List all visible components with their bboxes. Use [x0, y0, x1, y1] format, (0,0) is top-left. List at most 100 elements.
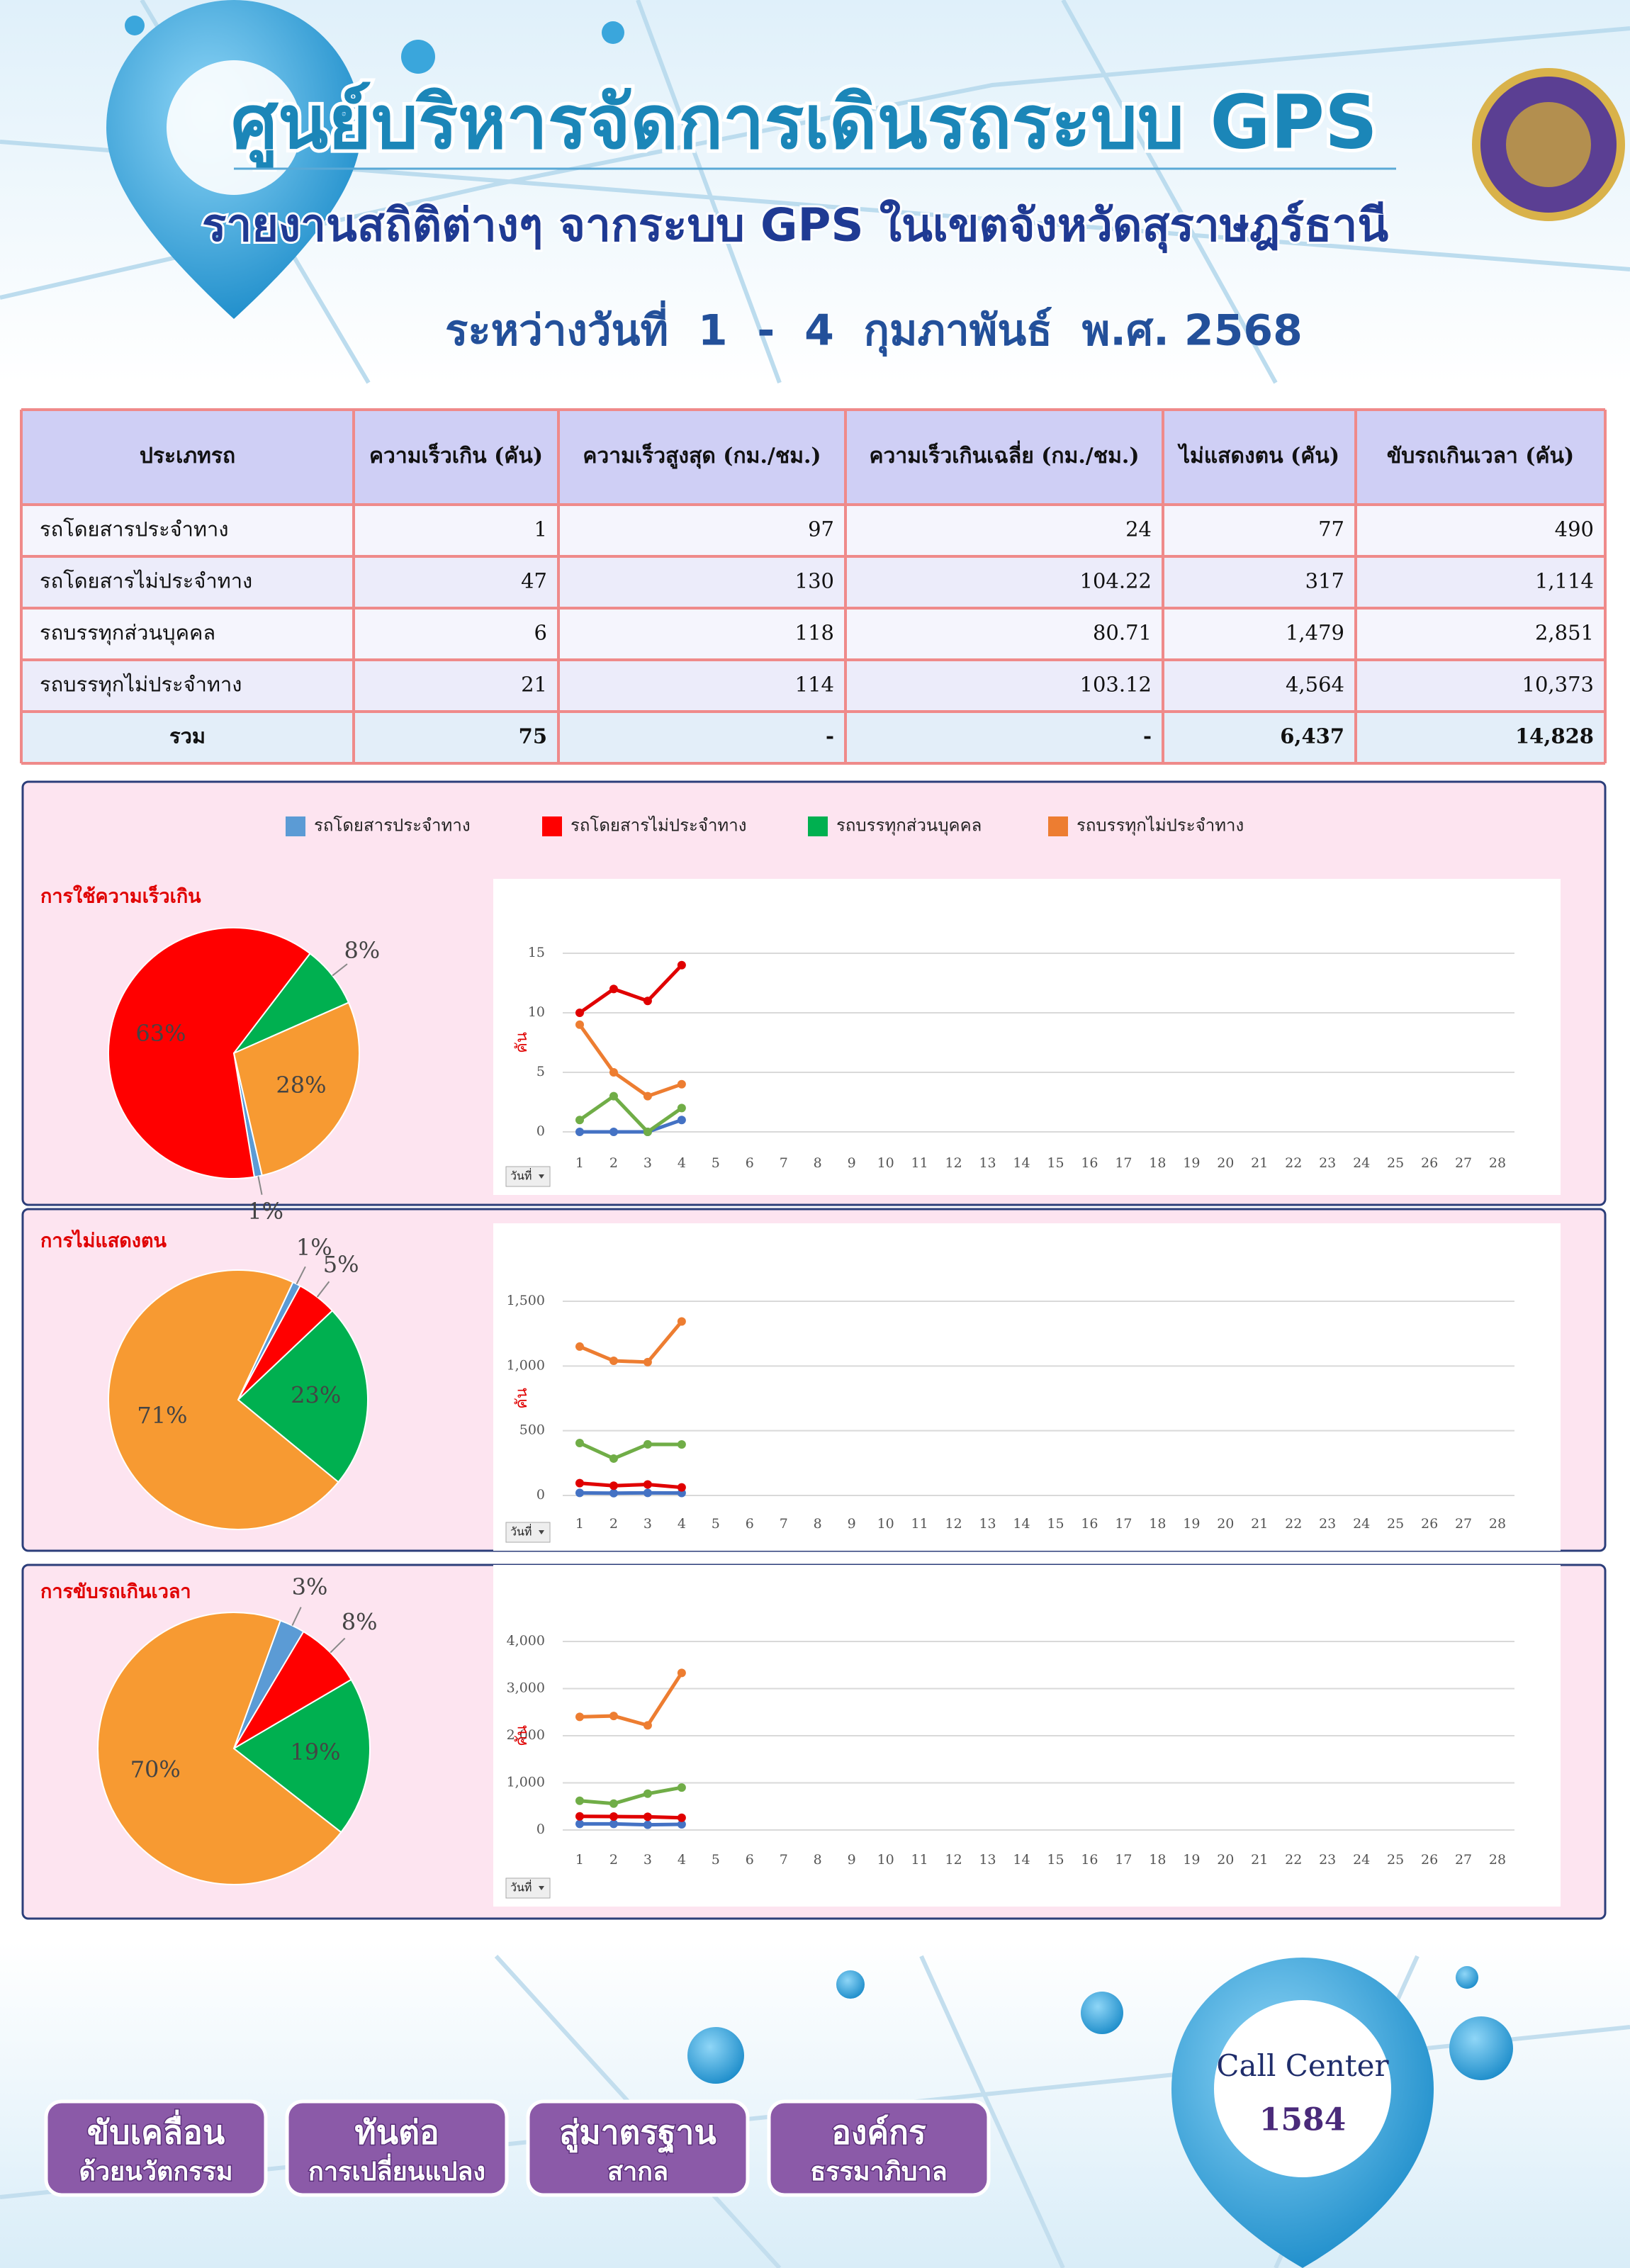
pie-leader	[316, 1281, 330, 1298]
series-point	[643, 1091, 652, 1101]
series-point	[643, 1480, 652, 1489]
series-line	[578, 964, 683, 1015]
footer-button-line2: ธรรมาภิบาล	[810, 2157, 947, 2186]
series-point	[643, 1128, 652, 1136]
series-point	[609, 1454, 618, 1463]
x-tick-label: 1	[575, 1155, 584, 1171]
pie-title: การขับรถเกินเวลา	[40, 1581, 191, 1603]
table-cell: รถบรรทุกไม่ประจำทาง	[40, 673, 242, 697]
series-line	[579, 1118, 682, 1134]
y-axis-label: คัน	[513, 1032, 531, 1053]
pie-slice	[97, 1612, 342, 1885]
x-tick-label: 18	[1149, 1852, 1166, 1868]
x-filter-arrow	[539, 1886, 544, 1890]
x-tick-label: 12	[945, 1155, 962, 1171]
series-point	[609, 984, 618, 994]
x-tick-label: 23	[1319, 1155, 1336, 1171]
x-tick-label: 27	[1455, 1155, 1472, 1171]
pie-slice	[233, 952, 350, 1054]
table-cell: 10,373	[1522, 673, 1594, 697]
pie-label: 28%	[276, 1072, 326, 1099]
x-tick-label: 17	[1115, 1852, 1132, 1868]
table-row-background	[21, 608, 1605, 660]
table-total-background	[21, 712, 1605, 763]
table-cell: 118	[795, 621, 834, 645]
date-range: ระหว่างวันที่ 1 - 4 กุมภาพันธ์ พ.ศ. 2568	[445, 301, 1303, 357]
legend-label: รถโดยสารประจำทาง	[314, 816, 471, 836]
pie-label: 23%	[291, 1382, 341, 1409]
series-point	[609, 1488, 618, 1498]
pie-label: 5%	[323, 1251, 359, 1278]
x-tick-label: 19	[1183, 1516, 1200, 1532]
series-point	[609, 1799, 618, 1808]
x-tick-label: 10	[877, 1852, 894, 1868]
table-cell: 1	[534, 517, 547, 541]
call-center-pin	[1171, 1958, 1434, 2268]
x-tick-label: 9	[848, 1155, 856, 1171]
series-point	[609, 1091, 618, 1101]
pie-label: 1%	[296, 1234, 332, 1261]
pie-leader	[296, 1266, 306, 1285]
x-tick-label: 5	[712, 1155, 720, 1171]
x-tick-label: 13	[979, 1155, 996, 1171]
x-tick-label: 23	[1319, 1852, 1336, 1868]
x-tick-label: 11	[911, 1516, 928, 1532]
series-point	[609, 1481, 618, 1491]
x-tick-label: 13	[979, 1516, 996, 1532]
series-point	[643, 1439, 652, 1449]
series-point	[677, 960, 686, 970]
footer-button-line2: ด้วยนวัตกรรม	[79, 2157, 232, 2186]
series-point	[677, 1813, 686, 1822]
legend-swatch	[1048, 816, 1068, 836]
x-filter-arrow	[539, 1530, 544, 1534]
table-header-cell: ความเร็วสูงสุด (กม./ชม.)	[583, 442, 821, 469]
series-point	[677, 1440, 686, 1449]
x-tick-label: 14	[1013, 1852, 1030, 1868]
x-tick-label: 19	[1183, 1155, 1200, 1171]
x-tick-label: 2	[609, 1852, 618, 1868]
x-tick-label: 21	[1251, 1516, 1268, 1532]
table-cell: 75	[519, 724, 547, 748]
table-cell: 97	[808, 517, 834, 541]
line-chart-area	[493, 1223, 1561, 1551]
x-tick-label: 15	[1047, 1516, 1064, 1532]
pie-slice	[233, 1630, 352, 1749]
footer-button-line2: สากล	[607, 2157, 668, 2186]
x-tick-label: 7	[780, 1852, 788, 1868]
x-tick-label: 23	[1319, 1516, 1336, 1532]
table-cell: 490	[1555, 517, 1594, 541]
pie-label: 1%	[247, 1198, 283, 1225]
table-cell: 14,828	[1515, 724, 1594, 748]
x-tick-label: 16	[1081, 1155, 1098, 1171]
table-cell: 130	[795, 569, 834, 593]
x-tick-label: 9	[848, 1852, 856, 1868]
footer-button-line1: สู่มาตรฐาน	[559, 2113, 716, 2154]
x-tick-label: 4	[678, 1516, 686, 1532]
series-point	[643, 1488, 652, 1498]
table-header-cell: ความเร็วเกินเฉลี่ย (กม./ชม.)	[869, 440, 1139, 468]
x-tick-label: 22	[1285, 1852, 1302, 1868]
y-tick-label: 15	[528, 945, 545, 960]
x-tick-label: 26	[1421, 1852, 1438, 1868]
table-cell: 6	[534, 621, 547, 645]
x-tick-label: 2	[609, 1516, 618, 1532]
series-point	[575, 1819, 584, 1829]
y-tick-label: 1,000	[507, 1775, 545, 1790]
legend-swatch	[808, 816, 828, 836]
series-point	[609, 1128, 618, 1136]
series-point	[609, 1068, 618, 1077]
footer-button-line1: องค์กร	[831, 2113, 926, 2152]
x-tick-label: 28	[1489, 1155, 1506, 1171]
series-point	[677, 1483, 686, 1492]
table-cell: 1,479	[1286, 621, 1344, 645]
pie-slice	[108, 1269, 339, 1530]
table-cell: 80.71	[1093, 621, 1152, 645]
x-tick-label: 3	[643, 1155, 652, 1171]
x-tick-label: 22	[1285, 1155, 1302, 1171]
table-header-background	[21, 410, 1605, 505]
x-tick-label: 4	[678, 1852, 686, 1868]
pie-leader	[332, 963, 348, 977]
x-tick-label: 8	[814, 1155, 822, 1171]
series-point	[677, 1317, 686, 1326]
series-line	[579, 1672, 683, 1728]
